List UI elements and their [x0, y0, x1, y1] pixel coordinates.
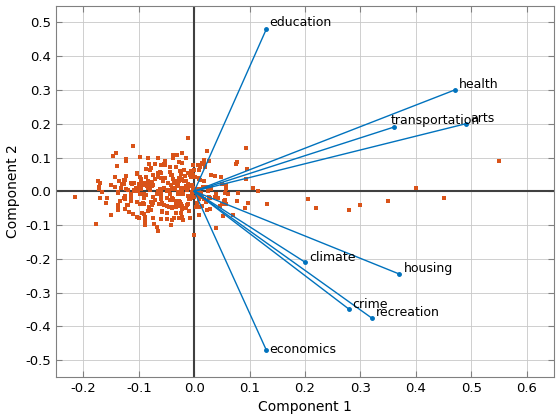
Text: housing: housing — [404, 262, 453, 276]
Text: health: health — [459, 78, 499, 91]
Text: education: education — [269, 16, 332, 29]
X-axis label: Component 1: Component 1 — [258, 400, 352, 415]
Text: recreation: recreation — [376, 306, 440, 319]
Text: crime: crime — [352, 298, 388, 311]
Y-axis label: Component 2: Component 2 — [6, 144, 20, 238]
Text: economics: economics — [269, 344, 336, 357]
Text: climate: climate — [310, 250, 356, 263]
Text: arts: arts — [470, 112, 494, 125]
Text: transportation: transportation — [391, 114, 480, 127]
